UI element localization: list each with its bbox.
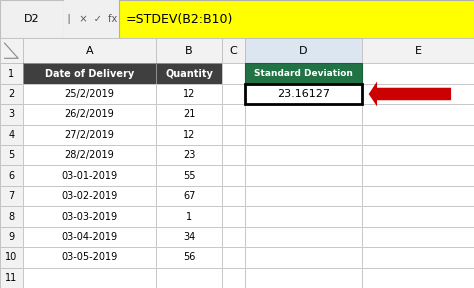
Text: 8: 8 bbox=[9, 211, 14, 221]
Text: E: E bbox=[415, 46, 421, 56]
Text: 03-04-2019: 03-04-2019 bbox=[62, 232, 118, 242]
Text: Standard Deviation: Standard Deviation bbox=[254, 69, 353, 78]
Text: 3: 3 bbox=[9, 109, 14, 120]
Text: D: D bbox=[299, 46, 308, 56]
Text: 25/2/2019: 25/2/2019 bbox=[64, 89, 115, 99]
Text: 23.16127: 23.16127 bbox=[277, 89, 330, 99]
Text: 12: 12 bbox=[183, 130, 195, 140]
Text: 10: 10 bbox=[5, 252, 18, 262]
Text: 03-05-2019: 03-05-2019 bbox=[62, 252, 118, 262]
Text: 55: 55 bbox=[183, 171, 195, 181]
Text: Date of Delivery: Date of Delivery bbox=[45, 69, 134, 79]
Text: 03-03-2019: 03-03-2019 bbox=[62, 211, 118, 221]
Text: A: A bbox=[86, 46, 93, 56]
Text: 56: 56 bbox=[183, 252, 195, 262]
Text: =STDEV(B2:B10): =STDEV(B2:B10) bbox=[126, 12, 233, 26]
Text: 7: 7 bbox=[8, 191, 15, 201]
Text: 1: 1 bbox=[186, 211, 192, 221]
Text: 03-02-2019: 03-02-2019 bbox=[62, 191, 118, 201]
Text: 67: 67 bbox=[183, 191, 195, 201]
Text: D2: D2 bbox=[24, 14, 40, 24]
Text: 11: 11 bbox=[5, 273, 18, 283]
Text: 9: 9 bbox=[9, 232, 14, 242]
Text: ❘  ×  ✓  fx: ❘ × ✓ fx bbox=[65, 14, 118, 24]
Text: 23: 23 bbox=[183, 150, 195, 160]
Text: 12: 12 bbox=[183, 89, 195, 99]
Text: Quantity: Quantity bbox=[165, 69, 213, 79]
Text: 27/2/2019: 27/2/2019 bbox=[64, 130, 115, 140]
Text: 5: 5 bbox=[8, 150, 15, 160]
Text: C: C bbox=[229, 46, 237, 56]
Text: B: B bbox=[185, 46, 193, 56]
Text: 28/2/2019: 28/2/2019 bbox=[65, 150, 114, 160]
Text: 2: 2 bbox=[8, 89, 15, 99]
Text: 4: 4 bbox=[9, 130, 14, 140]
Text: 1: 1 bbox=[9, 69, 14, 79]
Text: 03-01-2019: 03-01-2019 bbox=[62, 171, 118, 181]
Text: 26/2/2019: 26/2/2019 bbox=[65, 109, 114, 120]
Text: 6: 6 bbox=[9, 171, 14, 181]
Text: 21: 21 bbox=[183, 109, 195, 120]
Text: 34: 34 bbox=[183, 232, 195, 242]
